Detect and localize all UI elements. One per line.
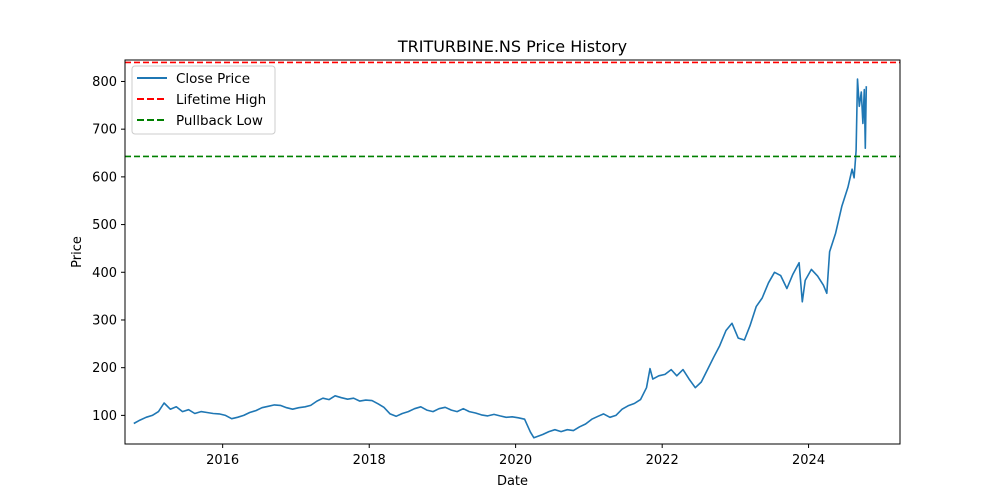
x-tick-label: 2016: [206, 453, 239, 468]
plot-area: [125, 61, 900, 439]
legend-label-lifetime-high: Lifetime High: [176, 92, 266, 108]
plot-frame: [124, 59, 901, 445]
series-close-price-line: [133, 78, 868, 439]
y-tick-label: 800: [92, 75, 117, 90]
y-axis-label: Price: [70, 236, 85, 268]
y-tick-label: 400: [92, 266, 117, 281]
x-axis-label: Date: [497, 474, 528, 489]
y-tick-label: 700: [92, 123, 117, 138]
legend-label-close-price: Close Price: [176, 71, 250, 87]
y-axis: 100 200 300 400 500 600 700 800: [92, 75, 125, 424]
x-tick-label: 2024: [792, 453, 825, 468]
legend-label-pullback-low: Pullback Low: [176, 113, 263, 129]
y-tick-label: 500: [92, 218, 117, 233]
x-tick-label: 2018: [353, 453, 386, 468]
x-tick-label: 2020: [499, 453, 532, 468]
x-tick-label: 2022: [646, 453, 679, 468]
y-tick-label: 200: [92, 361, 117, 376]
y-tick-label: 600: [92, 170, 117, 185]
y-tick-label: 100: [92, 409, 117, 424]
legend: Close Price Lifetime High Pullback Low: [131, 65, 276, 135]
chart-title: TRITURBINE.NS Price History: [397, 37, 627, 56]
legend-box: [131, 65, 276, 135]
x-axis: 2016 2018 2020 2022 2024: [206, 444, 825, 468]
y-tick-label: 300: [92, 313, 117, 328]
